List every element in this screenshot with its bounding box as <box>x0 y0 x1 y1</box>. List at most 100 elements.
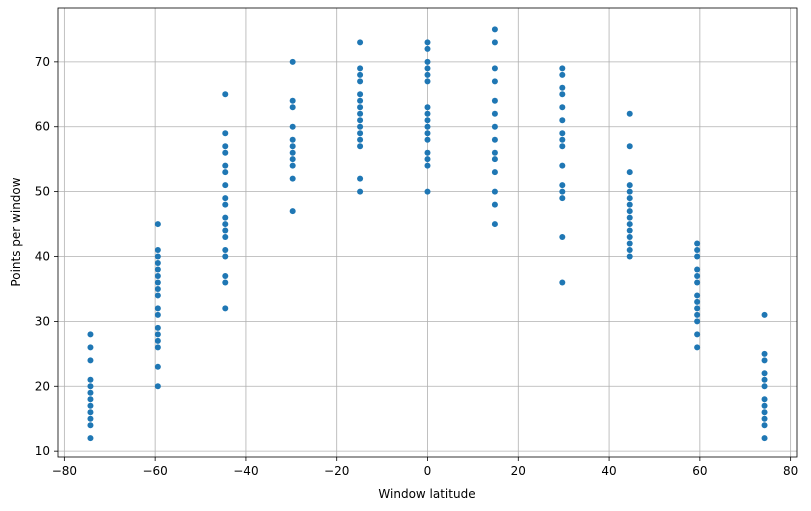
point <box>357 78 364 85</box>
point <box>154 285 161 292</box>
point <box>761 376 768 383</box>
point <box>626 227 633 234</box>
point <box>424 58 431 65</box>
x-tick-label: 60 <box>692 464 707 478</box>
point <box>559 136 566 143</box>
point <box>289 136 296 143</box>
point <box>491 201 498 208</box>
point <box>289 175 296 182</box>
x-tick-label: 20 <box>511 464 526 478</box>
point <box>154 259 161 266</box>
point <box>559 182 566 189</box>
point <box>559 195 566 202</box>
point <box>491 169 498 176</box>
point <box>222 91 229 98</box>
point <box>761 350 768 357</box>
point <box>289 208 296 215</box>
y-axis-label: Points per window <box>9 177 23 286</box>
point <box>87 389 94 396</box>
point <box>87 344 94 351</box>
x-tick-label: 40 <box>601 464 616 478</box>
point <box>761 383 768 390</box>
point <box>559 130 566 137</box>
point <box>761 311 768 318</box>
point <box>289 97 296 104</box>
point <box>491 136 498 143</box>
point <box>761 396 768 403</box>
point <box>357 91 364 98</box>
point <box>289 104 296 111</box>
point <box>222 195 229 202</box>
plot-frame <box>57 7 798 458</box>
point <box>626 221 633 228</box>
point <box>626 240 633 247</box>
point <box>694 305 701 312</box>
point <box>694 318 701 325</box>
y-tick-label: 50 <box>35 185 50 199</box>
point <box>87 383 94 390</box>
point <box>626 169 633 176</box>
point <box>357 188 364 195</box>
point <box>491 65 498 72</box>
point <box>154 221 161 228</box>
point <box>154 279 161 286</box>
x-tick-label: −20 <box>324 464 349 478</box>
point <box>424 65 431 72</box>
point <box>222 149 229 156</box>
point <box>154 305 161 312</box>
point <box>694 298 701 305</box>
point <box>491 221 498 228</box>
point <box>424 39 431 46</box>
point <box>559 65 566 72</box>
point <box>694 272 701 279</box>
point <box>289 162 296 169</box>
point <box>424 136 431 143</box>
point <box>626 110 633 117</box>
point <box>289 58 296 65</box>
point <box>694 279 701 286</box>
point <box>357 175 364 182</box>
point <box>289 149 296 156</box>
point <box>694 331 701 338</box>
point <box>694 253 701 260</box>
point <box>559 234 566 241</box>
point <box>357 97 364 104</box>
point <box>424 45 431 52</box>
point <box>154 383 161 390</box>
point <box>357 110 364 117</box>
point <box>491 39 498 46</box>
point <box>222 227 229 234</box>
y-tick-label: 40 <box>35 250 50 264</box>
point <box>222 214 229 221</box>
point <box>357 143 364 150</box>
point <box>357 71 364 78</box>
point <box>154 363 161 370</box>
point <box>154 337 161 344</box>
point <box>761 357 768 364</box>
point <box>559 279 566 286</box>
point <box>357 123 364 130</box>
point <box>222 201 229 208</box>
point <box>491 156 498 163</box>
point <box>559 104 566 111</box>
x-tick-label: 80 <box>783 464 798 478</box>
point <box>626 214 633 221</box>
point <box>154 247 161 254</box>
point <box>424 162 431 169</box>
point <box>357 117 364 124</box>
point <box>491 123 498 130</box>
point <box>154 272 161 279</box>
point <box>222 221 229 228</box>
point <box>222 279 229 286</box>
point <box>559 143 566 150</box>
point <box>559 91 566 98</box>
point <box>87 376 94 383</box>
point <box>694 247 701 254</box>
y-tick-label: 60 <box>35 120 50 134</box>
x-tick-label: −60 <box>142 464 167 478</box>
point <box>761 435 768 442</box>
point <box>154 292 161 299</box>
point <box>87 422 94 429</box>
point <box>87 415 94 422</box>
point <box>491 78 498 85</box>
